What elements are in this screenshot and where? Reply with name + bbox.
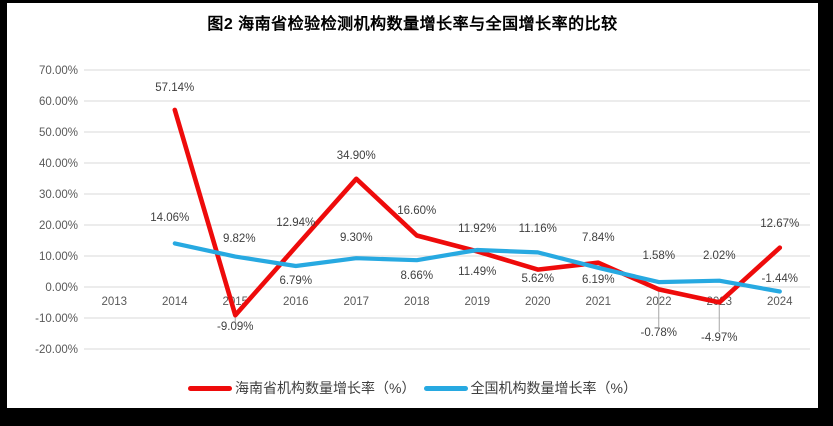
data-label: 12.67% (760, 218, 799, 230)
data-label: 5.62% (521, 273, 554, 285)
y-axis-tick-label: 0.00% (45, 282, 78, 294)
data-label: 11.49% (458, 266, 496, 278)
x-axis-tick-label: 2014 (162, 296, 188, 308)
x-axis-tick-label: 2022 (646, 296, 672, 308)
x-axis-tick-label: 2018 (404, 296, 430, 308)
data-label: 14.06% (150, 212, 189, 224)
data-label: 8.66% (400, 270, 433, 282)
x-axis-tick-label: 2021 (585, 296, 611, 308)
legend-label-national: 全国机构数量增长率（%） (470, 380, 637, 396)
y-axis-tick-label: 60.00% (39, 96, 78, 108)
y-axis-tick-label: 30.00% (39, 189, 78, 201)
y-axis-tick-label: 70.00% (39, 65, 78, 77)
legend: 海南省机构数量增长率（%） 全国机构数量增长率（%） (7, 378, 818, 398)
data-label: 11.16% (519, 223, 557, 235)
data-label: -0.78% (641, 327, 677, 339)
data-label: 9.82% (223, 233, 256, 245)
x-axis-tick-label: 2017 (343, 296, 369, 308)
y-axis-tick-label: 20.00% (39, 220, 78, 232)
data-label: 1.58% (642, 250, 675, 262)
x-axis-tick-label: 2024 (767, 296, 793, 308)
y-axis-tick-label: 40.00% (39, 158, 78, 170)
data-label: 57.14% (155, 82, 194, 94)
y-axis-tick-label: -10.00% (35, 313, 78, 325)
data-label: 6.19% (582, 274, 615, 286)
legend-label-hainan: 海南省机构数量增长率（%） (235, 380, 416, 396)
series-line-hainan (172, 107, 783, 318)
series-line-national (172, 241, 782, 294)
chart-title: 图2 海南省检验检测机构数量增长率与全国增长率的比较 (207, 16, 618, 33)
x-axis-tick-label: 2019 (464, 296, 490, 308)
data-label: 6.79% (279, 275, 312, 287)
data-label: -4.97% (701, 332, 737, 344)
data-label: -1.44% (762, 273, 798, 285)
legend-line-swatch-blue (423, 385, 468, 391)
data-label: -9.09% (217, 321, 253, 333)
data-label: 11.92% (458, 223, 496, 235)
y-axis-tick-label: 10.00% (39, 251, 78, 263)
legend-item-national: 全国机构数量增长率（%） (423, 378, 637, 398)
data-label: 16.60% (397, 205, 436, 217)
data-label: 2.02% (703, 250, 736, 262)
legend-item-hainan: 海南省机构数量增长率（%） (188, 378, 416, 398)
y-axis-tick-label: 50.00% (39, 127, 78, 139)
y-axis-tick-label: -20.00% (35, 344, 78, 356)
x-axis-tick-label: 2016 (283, 296, 309, 308)
data-label: 7.84% (582, 232, 615, 244)
x-axis-tick-label: 2020 (525, 296, 551, 308)
legend-line-swatch-red (188, 385, 233, 391)
data-label: 9.30% (340, 232, 373, 244)
x-axis-tick-label: 2013 (101, 296, 127, 308)
data-label: 12.94% (276, 217, 315, 229)
data-label: 34.90% (337, 150, 376, 162)
